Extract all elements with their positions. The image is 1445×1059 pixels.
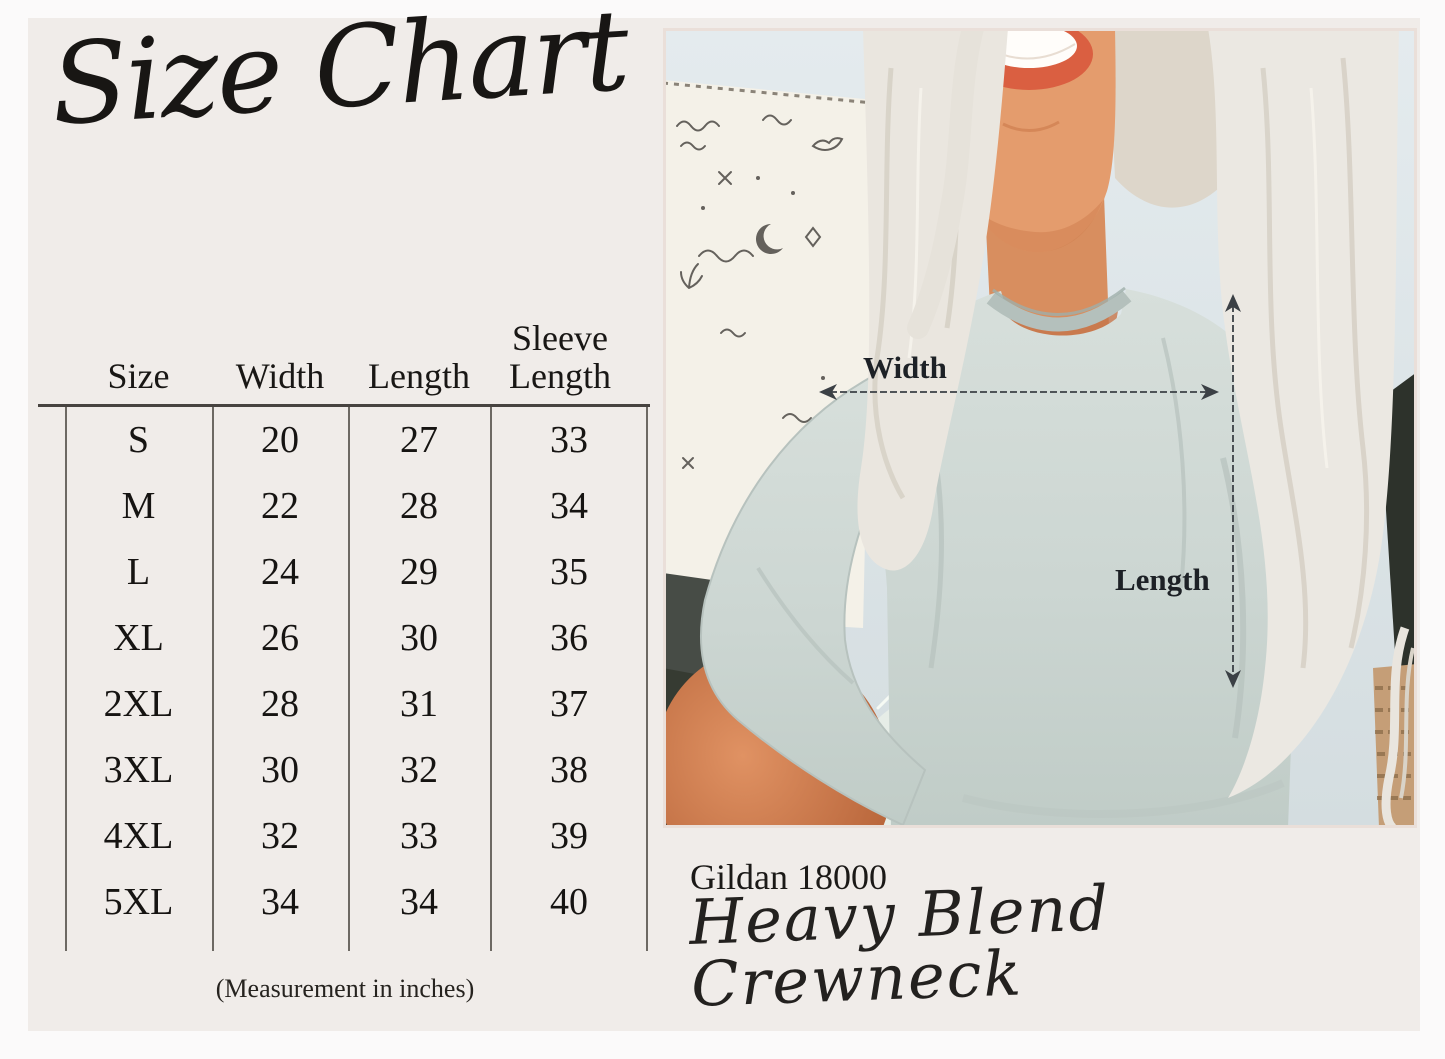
sweatshirt [864,289,1298,828]
value-cell: 20 [261,419,299,461]
value-cell: 40 [550,881,588,923]
table-header-row: Size Width Length Sleeve Length [65,302,648,402]
collar [986,286,1132,332]
size-cell: 4XL [103,815,174,857]
table-column-rule [348,407,350,951]
value-cell: 38 [550,749,588,791]
table-body: S 20 27 33 M 22 28 34 L 24 29 35 XL 26 30 36 2XL 28 31 37 3X… [65,407,648,951]
header-cell: Size [107,356,170,397]
value-cell: 22 [261,485,299,527]
measurement-note: (Measurement in inches) [215,974,475,1003]
value-cell: 32 [261,815,299,857]
table-column-rule [646,407,648,951]
value-cell: 33 [400,815,438,857]
header-cell: Length [368,356,470,397]
basket [1373,626,1417,828]
size-cell: XL [113,617,164,659]
product-name: Heavy Blend Crewneck [687,871,1112,1021]
table-header-rule [38,404,650,407]
size-cell: 3XL [103,749,174,791]
width-annotation-label: Width [863,350,947,385]
measurement-annotations: Width Length [819,294,1241,688]
product-code: Gildan 18000 [690,857,887,897]
value-cell: 28 [261,683,299,725]
value-cell: 26 [261,617,299,659]
size-chart-table: Size Width Length Sleeve Length S 20 27 33 M 22 28… [38,302,650,951]
value-cell: 34 [400,881,438,923]
length-annotation-label: Length [1115,562,1210,597]
table-column-rule [212,407,214,951]
value-cell: 37 [550,683,588,725]
value-cell: 31 [400,683,438,725]
value-cell: 27 [400,419,438,461]
value-cell: 29 [400,551,438,593]
value-cell: 39 [550,815,588,857]
hair [857,28,1399,798]
value-cell: 30 [261,749,299,791]
value-cell: 36 [550,617,588,659]
photo-frame [663,28,1417,828]
value-cell: 24 [261,551,299,593]
size-cell: 2XL [103,683,174,725]
size-cell: M [121,485,156,527]
size-cell: 5XL [103,881,174,923]
value-cell: 34 [550,485,588,527]
header-cell: Sleeve Length [509,318,611,397]
value-cell: 32 [400,749,438,791]
product-photo: Width Length [663,28,1417,828]
table-column-rule [490,407,492,951]
header-cell: Width [235,356,325,397]
size-cell: S [127,419,150,461]
value-cell: 28 [400,485,438,527]
value-cell: 35 [550,551,588,593]
size-cell: L [126,551,151,593]
value-cell: 30 [400,617,438,659]
value-cell: 34 [261,881,299,923]
value-cell: 33 [550,419,588,461]
size-chart-title: Size Chart [47,0,631,151]
table-column-rule [65,407,67,951]
